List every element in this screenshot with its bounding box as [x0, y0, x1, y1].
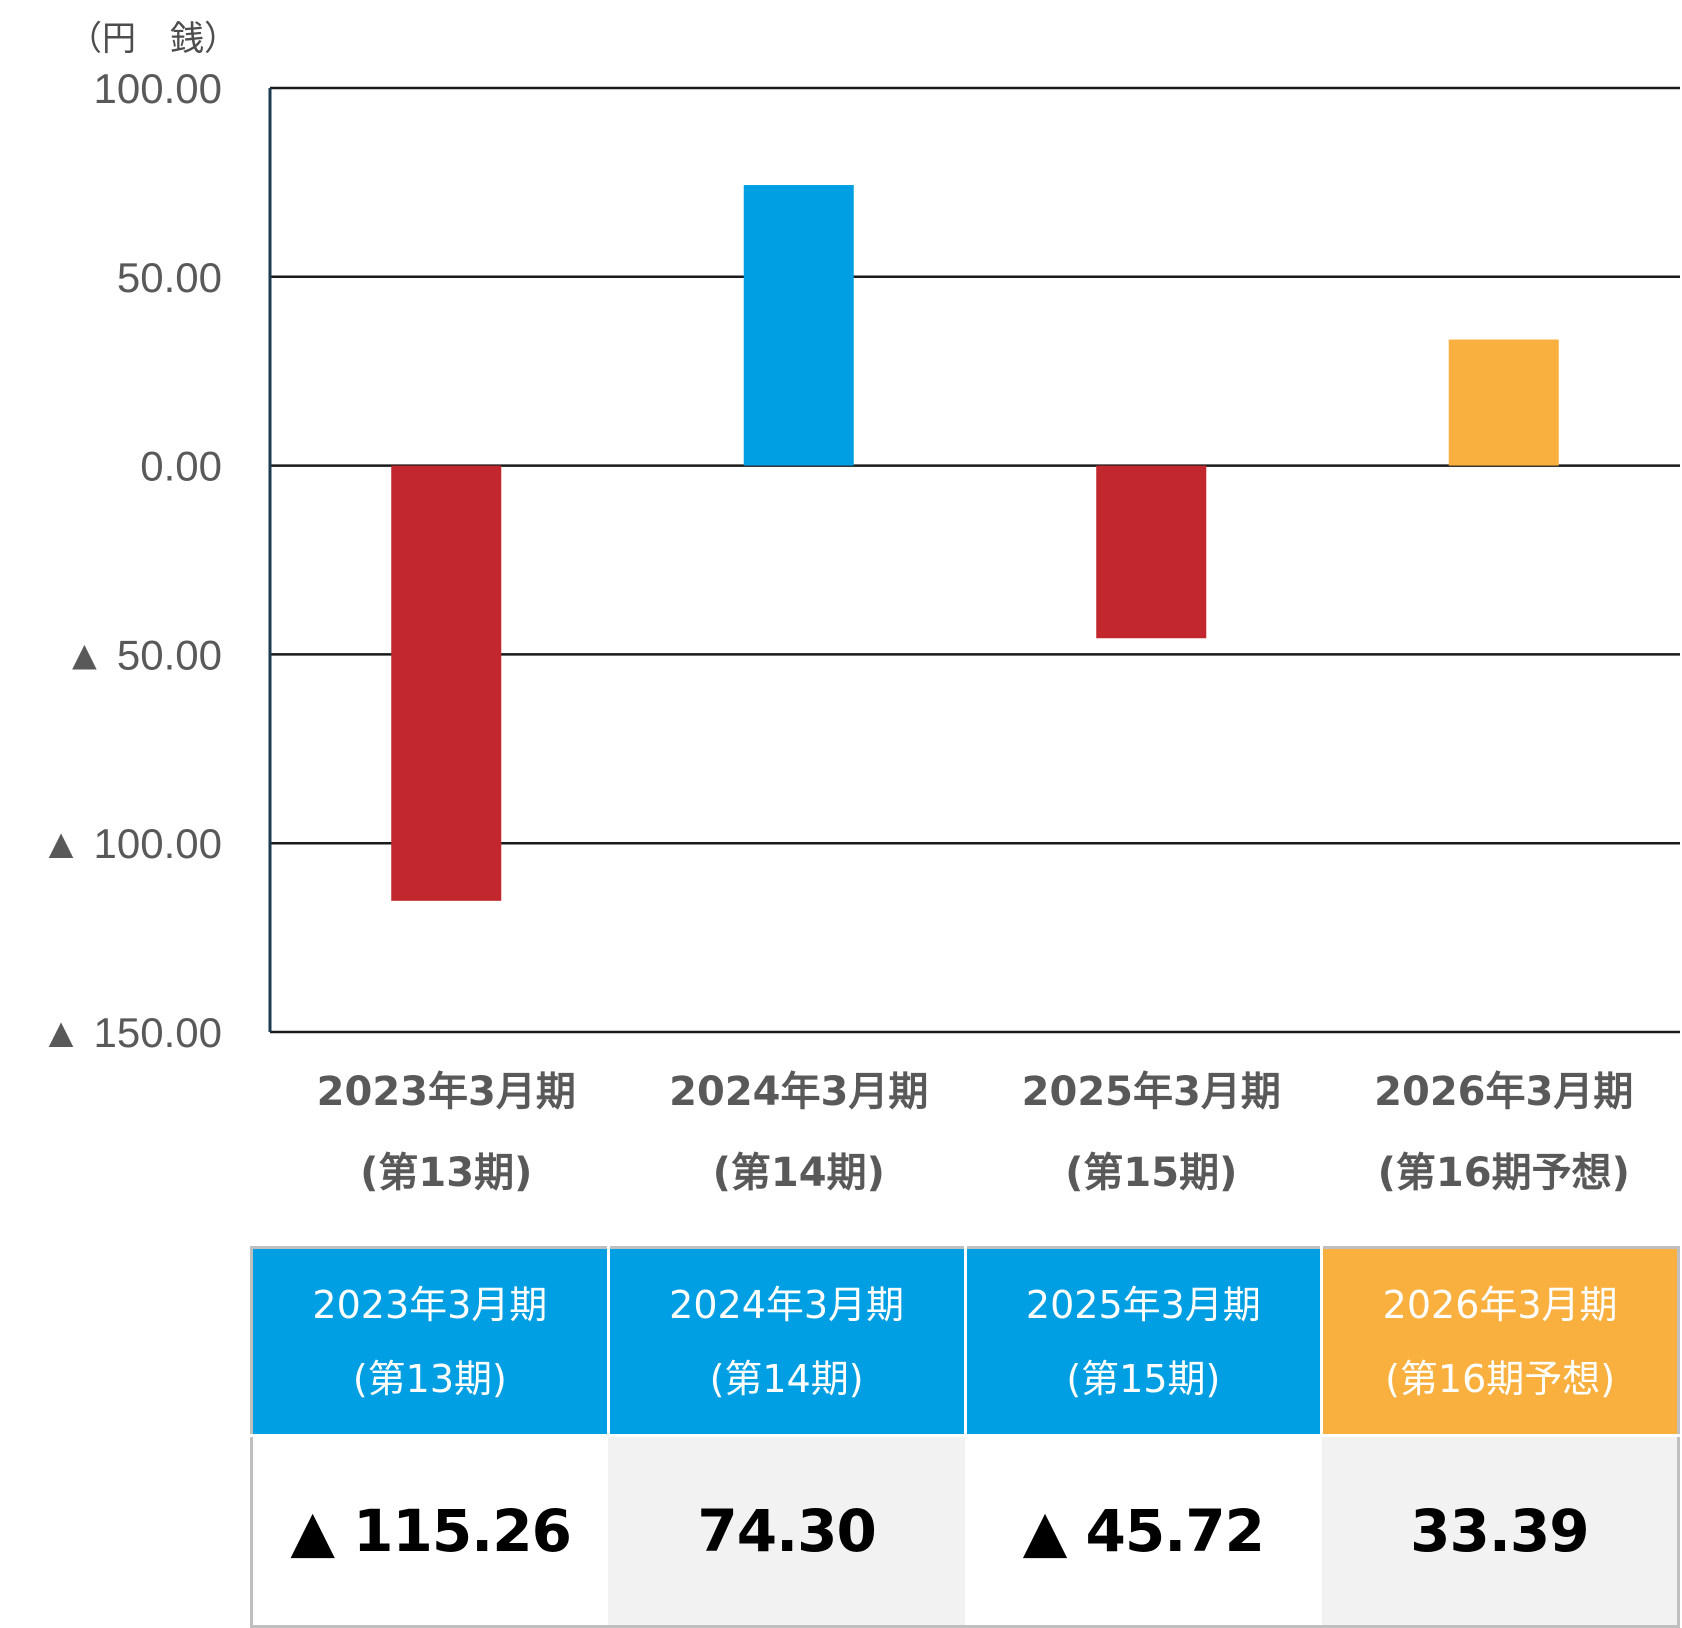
- header-term: (第14期): [709, 1356, 864, 1401]
- table-header-cell: 2026年3月期 (第16期予想): [1321, 1247, 1679, 1437]
- header-term: (第13期): [352, 1356, 507, 1401]
- y-tick-label: ▲ 100.00: [40, 820, 222, 867]
- bar: [743, 185, 854, 466]
- bar: [1448, 339, 1559, 466]
- header-period: 2024年3月期: [669, 1282, 905, 1327]
- header-term: (第15期): [1066, 1356, 1221, 1401]
- table-value-cell: ▲ 115.26: [251, 1435, 609, 1627]
- x-category-label: 2025年3月期: [1022, 1069, 1281, 1115]
- x-category-label: (第13期): [360, 1150, 532, 1196]
- table-header-cell: 2024年3月期 (第14期): [608, 1247, 967, 1437]
- table-value-cell: ▲ 45.72: [965, 1435, 1322, 1627]
- y-tick-label: ▲ 150.00: [40, 1009, 222, 1056]
- x-category-label: (第14期): [713, 1150, 885, 1196]
- y-tick-labels: 100.00 50.00 0.00 ▲ 50.00 ▲ 100.00 ▲ 150.00: [40, 65, 222, 1056]
- table-value-cell: 33.39: [1321, 1435, 1679, 1627]
- y-tick-label: 100.00: [94, 65, 222, 112]
- y-axis-unit-label: （円 銭）: [68, 19, 238, 59]
- y-tick-label: 50.00: [117, 254, 222, 301]
- y-tick-label: ▲ 50.00: [64, 631, 222, 678]
- x-category-labels: 2023年3月期 (第13期) 2024年3月期 (第14期) 2025年3月期 (第15…: [317, 1069, 1634, 1196]
- bar-chart: （円 銭） 100.00 50.00 0.00 ▲ 50.00 ▲ 100.00 ▲ 15…: [40, 19, 1680, 1196]
- y-tick-label: 0.00: [140, 443, 222, 490]
- x-category-label: 2024年3月期: [669, 1069, 928, 1115]
- table-value-cell: 74.30: [608, 1435, 965, 1627]
- table-row: ▲ 115.26 74.30 ▲ 45.72 33.39: [251, 1435, 1679, 1627]
- data-table: 2023年3月期 (第13期) 2024年3月期 (第14期) 2025年3月期…: [250, 1246, 1680, 1628]
- table-header-row: 2023年3月期 (第13期) 2024年3月期 (第14期) 2025年3月期…: [251, 1247, 1679, 1437]
- bar: [391, 465, 502, 901]
- table-header-cell: 2023年3月期 (第13期): [251, 1247, 610, 1437]
- x-category-label: (第15期): [1065, 1150, 1237, 1196]
- x-category-label: 2023年3月期: [317, 1069, 576, 1115]
- table-header-cell: 2025年3月期 (第15期): [965, 1247, 1324, 1437]
- bars: [391, 185, 1559, 901]
- header-period: 2026年3月期: [1382, 1282, 1618, 1327]
- header-period: 2025年3月期: [1025, 1282, 1261, 1327]
- gridlines: [270, 86, 1680, 1034]
- header-term: (第16期予想): [1385, 1356, 1616, 1401]
- bar: [1096, 465, 1207, 639]
- header-period: 2023年3月期: [312, 1282, 548, 1327]
- x-category-label: (第16期予想): [1378, 1150, 1630, 1196]
- x-category-label: 2026年3月期: [1374, 1069, 1633, 1115]
